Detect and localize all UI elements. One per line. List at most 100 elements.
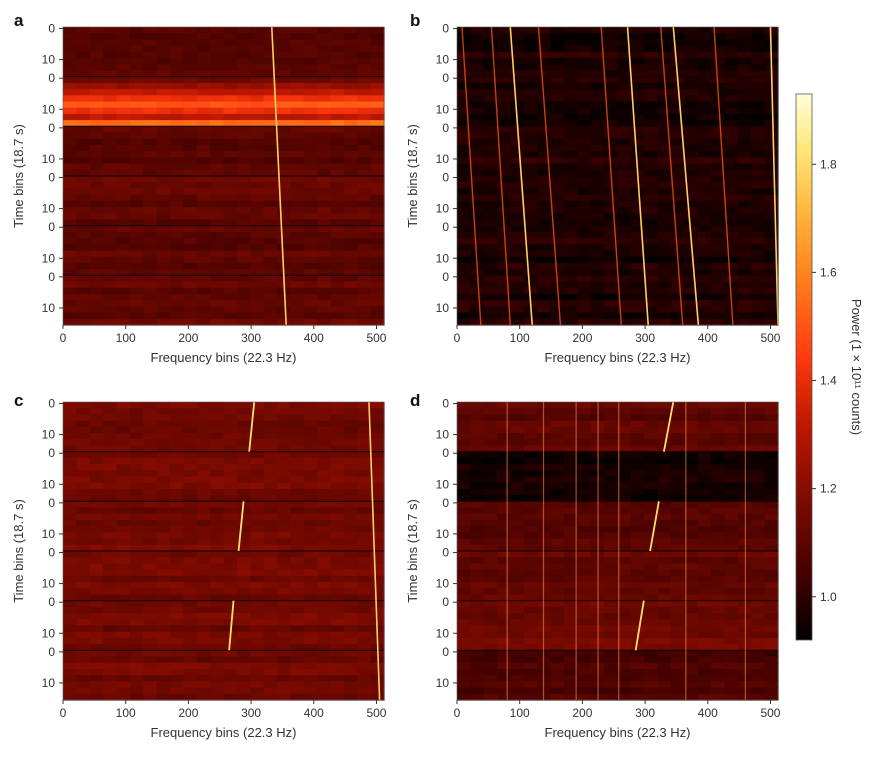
heatmap-cell <box>644 101 659 109</box>
heatmap-cell <box>196 507 211 515</box>
heatmap-cell <box>671 300 685 307</box>
heatmap-cell <box>63 138 77 146</box>
heatmap-cell <box>684 588 699 596</box>
heatmap-cell <box>604 408 619 416</box>
heatmap-cell <box>617 644 632 651</box>
heatmap-cell <box>644 89 659 96</box>
heatmap-cell <box>370 182 385 190</box>
heatmap-cell <box>63 619 77 627</box>
heatmap-cell <box>89 538 104 546</box>
heatmap-cell <box>510 582 525 589</box>
heatmap-cell <box>89 439 104 447</box>
heatmap-cell <box>724 82 739 90</box>
heatmap-cell <box>290 64 305 72</box>
heatmap-cell <box>156 644 171 651</box>
heatmap-cell <box>143 144 158 152</box>
heatmap-cell <box>210 287 225 295</box>
heatmap-cell <box>317 318 332 326</box>
heatmap-cell <box>250 176 265 183</box>
heatmap-cell <box>630 538 645 546</box>
heatmap-cell <box>697 275 712 283</box>
heatmap-cell <box>143 126 158 134</box>
heatmap-cell <box>644 163 659 171</box>
heatmap-cell <box>604 445 619 453</box>
heatmap-cell <box>497 656 512 664</box>
heatmap-cell <box>236 488 251 496</box>
heatmap-cell <box>657 414 672 422</box>
heatmap-cell <box>657 681 672 689</box>
heatmap-cell <box>236 27 251 34</box>
heatmap-cell <box>697 575 712 583</box>
heatmap-cell <box>250 569 265 577</box>
heatmap-cell <box>330 687 345 695</box>
heatmap-cell <box>697 231 712 239</box>
heatmap-cell <box>764 408 779 416</box>
heatmap-cell <box>263 225 278 233</box>
heatmap-cell <box>156 300 171 307</box>
heatmap-cell <box>357 70 372 78</box>
heatmap-cell <box>523 569 538 577</box>
heatmap-cell <box>290 606 305 614</box>
heatmap-cell <box>89 675 104 682</box>
heatmap-cell <box>250 231 265 239</box>
heatmap-cell <box>684 256 699 264</box>
heatmap-cell <box>457 414 471 422</box>
heatmap-cell <box>210 293 225 301</box>
heatmap-cell <box>303 681 318 689</box>
heatmap-cell <box>737 269 752 276</box>
heatmap-cell <box>89 95 104 103</box>
heatmap-cell <box>457 538 471 546</box>
heatmap-cell <box>183 513 198 521</box>
heatmap-cell <box>470 637 485 645</box>
heatmap-cell <box>510 132 525 140</box>
heatmap-cell <box>277 544 291 552</box>
heatmap-cell <box>564 637 578 645</box>
heatmap-cell <box>236 619 251 627</box>
heatmap-cell <box>63 519 77 527</box>
heatmap-cell <box>263 269 278 276</box>
heatmap-cell <box>684 687 699 695</box>
heatmap-cell <box>89 27 104 34</box>
heatmap-cell <box>550 151 565 158</box>
heatmap-cell <box>156 256 171 264</box>
heatmap-cell <box>564 408 578 416</box>
heatmap-cell <box>129 687 144 695</box>
heatmap-cell <box>697 287 712 295</box>
heatmap-cell <box>671 107 685 115</box>
heatmap-cell <box>330 51 345 59</box>
heatmap-cell <box>711 225 726 233</box>
heatmap-cell <box>644 426 659 434</box>
signal-track <box>237 501 245 552</box>
heatmap-cell <box>630 675 645 682</box>
heatmap-cell <box>370 544 385 552</box>
heatmap-cell <box>343 575 358 583</box>
heatmap-cell <box>523 200 538 208</box>
heatmap-cell <box>303 262 318 270</box>
heatmap-cell <box>457 107 471 115</box>
heatmap-cell <box>63 532 77 540</box>
heatmap-cell <box>343 408 358 416</box>
heatmap-cell <box>343 70 358 78</box>
heatmap-cell <box>497 82 512 90</box>
heatmap-cell <box>236 238 251 245</box>
heatmap-cell <box>103 318 118 326</box>
heatmap-cell <box>564 144 578 152</box>
heatmap-cell <box>510 144 525 152</box>
heatmap-cell <box>657 39 672 47</box>
heatmap-cell <box>343 594 358 602</box>
heatmap-cell <box>510 225 525 233</box>
heatmap-cell <box>657 132 672 140</box>
heatmap-cell <box>183 613 198 620</box>
heatmap-cell <box>604 569 619 577</box>
heatmap-cell <box>751 269 766 276</box>
heatmap-cell <box>156 563 171 571</box>
heatmap-cell <box>76 526 91 533</box>
heatmap-cell <box>343 107 358 115</box>
heatmap-cell <box>590 194 605 202</box>
heatmap-cell <box>76 275 91 283</box>
heatmap-cell <box>604 188 619 196</box>
heatmap-cell <box>684 64 699 72</box>
heatmap-cell <box>630 451 645 459</box>
heatmap-cell <box>657 250 672 258</box>
heatmap-cell <box>303 238 318 245</box>
